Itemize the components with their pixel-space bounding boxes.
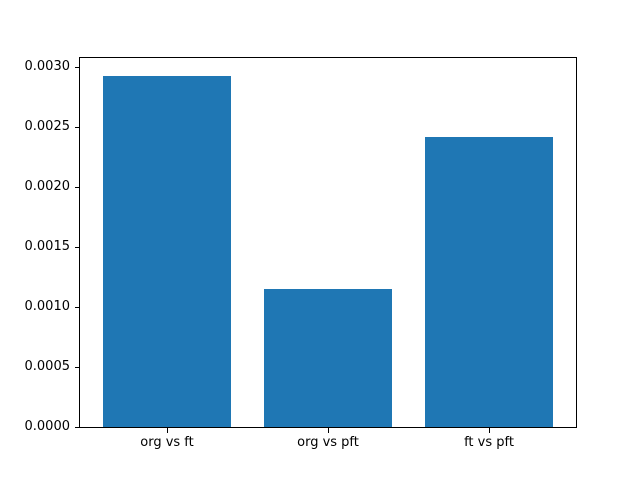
y-tick-label: 0.0015 <box>24 239 71 255</box>
y-tick-label: 0.0000 <box>24 419 71 434</box>
y-tick-mark <box>75 127 80 128</box>
y-tick-label: 0.0030 <box>24 59 71 75</box>
y-tick-label: 0.0025 <box>24 119 71 135</box>
y-tick-mark <box>75 427 80 428</box>
x-tick-label: org vs ft <box>140 435 194 450</box>
bar-org-vs-pft <box>263 289 393 427</box>
x-tick-label: ft vs pft <box>464 435 514 450</box>
y-tick-mark <box>75 367 80 368</box>
y-tick-mark <box>75 187 80 188</box>
y-tick-label: 0.0005 <box>24 359 71 374</box>
plot-area <box>79 57 577 428</box>
x-tick-mark <box>328 428 329 433</box>
y-tick-mark <box>75 247 80 248</box>
y-tick-mark <box>75 307 80 308</box>
y-tick-label: 0.0010 <box>24 299 71 315</box>
x-tick-mark <box>167 428 168 433</box>
bar-org-vs-ft <box>102 75 232 427</box>
y-tick-mark <box>75 67 80 68</box>
y-tick-label: 0.0020 <box>24 179 71 195</box>
x-tick-mark <box>489 428 490 433</box>
bar-ft-vs-pft <box>424 136 554 427</box>
x-tick-label: org vs pft <box>297 435 359 450</box>
